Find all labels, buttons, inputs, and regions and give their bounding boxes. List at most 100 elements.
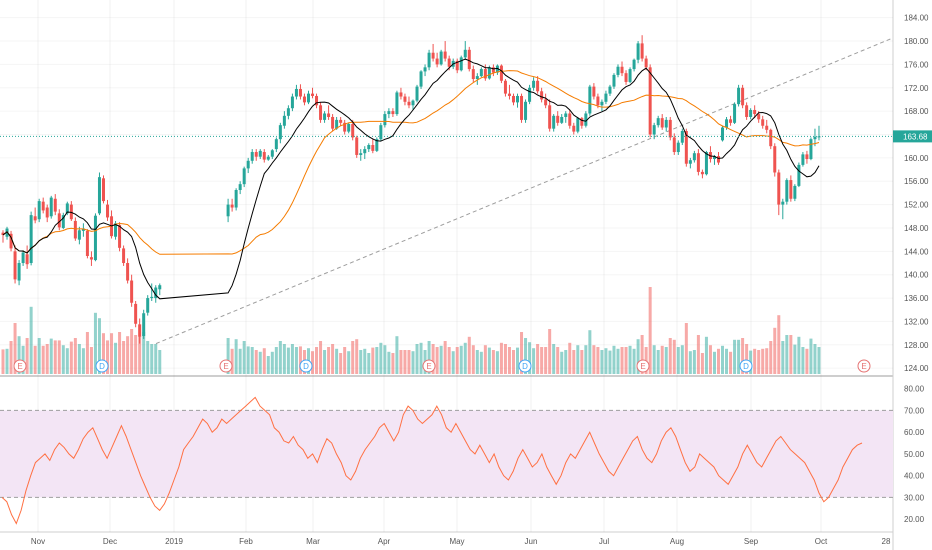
volume-bar [596,347,600,374]
price-tick-label: 148.00 [904,224,929,233]
candle-body [315,95,319,106]
candle-body [37,201,41,220]
candle-body [375,139,379,151]
volume-bar [403,350,407,374]
volume-bar [801,347,805,374]
volume-bar [53,340,57,374]
time-tick-label: Apr [378,537,391,546]
candle-body [89,257,93,260]
candle-body [700,171,704,175]
volume-bar [797,336,801,374]
candle-body [516,95,520,103]
volume-bar [624,347,628,374]
volume-bar [491,350,495,374]
volume-bar [387,351,391,374]
volume-bar [347,351,351,374]
volume-bar [499,342,503,374]
candle-body [604,93,608,102]
time-tick-label: Jul [599,537,609,546]
event-marker-label: E [640,362,645,371]
volume-bar [367,353,371,374]
candle-body [118,225,122,248]
candle-body [548,105,552,129]
candle-body [455,60,459,71]
volume-bar [712,351,716,374]
candle-body [439,51,443,65]
volume-bar [134,335,138,374]
candle-body [769,129,773,147]
volume-bar [150,344,154,374]
volume-bar [359,350,363,374]
volume-bar [298,346,302,374]
volume-bar [721,345,725,374]
volume-bar [692,350,696,374]
candle-body [624,73,628,82]
time-tick-label: Feb [239,537,253,546]
candle-body [616,66,620,75]
candle-body [122,248,126,264]
volume-bar [427,341,431,374]
candle-body [126,263,130,281]
volume-bar [286,347,290,374]
volume-bar [142,332,146,374]
candle-body [552,115,556,129]
candle-body [532,80,536,88]
candle-body [612,74,616,87]
candle-body [101,178,105,202]
candle-body [777,172,781,205]
candle-body [809,139,813,160]
candle-body [33,216,37,221]
candle-body [367,145,371,150]
candle-body [540,91,544,100]
volume-bar [757,350,761,374]
candle-body [636,43,640,60]
volume-bar [576,345,580,374]
volume-bar [612,345,616,374]
volume-bar [572,350,576,374]
volume-bar [459,345,463,374]
last-price-label: 163.68 [903,132,928,141]
candle-body [274,139,278,150]
candle-body [600,101,604,106]
candle-body [773,146,777,173]
candle-body [511,95,515,103]
candle-body [238,184,242,190]
candle-body [725,119,729,128]
volume-bar [73,338,77,374]
candle-body [246,160,250,169]
price-axis[interactable]: 184.00180.00176.00172.00168.00164.00160.… [0,14,932,524]
time-tick-label: Mar [306,537,320,546]
volume-bar [254,350,258,374]
candle-body [290,96,294,109]
volume-bar [556,347,560,374]
volume-bar [395,336,399,374]
candle-body [154,287,158,299]
volume-bar [560,351,564,374]
volume-bar [511,350,515,374]
candle-body [789,180,793,199]
oscillator-tick-label: 80.00 [904,385,925,394]
volume-bar [274,347,278,374]
volume-bar [475,350,479,374]
volume-bar [61,345,65,374]
oscillator-band [0,410,893,498]
candle-body [805,154,809,160]
volume-bar [146,341,150,374]
candle-body [327,113,331,117]
time-tick-label: Nov [31,537,45,546]
volume-bar [451,351,455,374]
candle-body [355,137,359,155]
volume-bar [620,347,624,374]
candle-body [53,198,57,212]
candle-body [387,111,391,115]
time-axis[interactable]: Nov Dec 2019 Feb Mar Apr May Jun Jul Aug Sep Oct 28 [31,537,891,546]
price-tick-label: 184.00 [904,14,929,23]
candle-body [524,101,528,120]
volume-bars [1,287,821,374]
volume-bar [343,347,347,374]
volume-bar [419,342,423,374]
volume-bar [65,348,69,374]
candle-body [158,285,162,290]
candle-body [479,69,483,77]
